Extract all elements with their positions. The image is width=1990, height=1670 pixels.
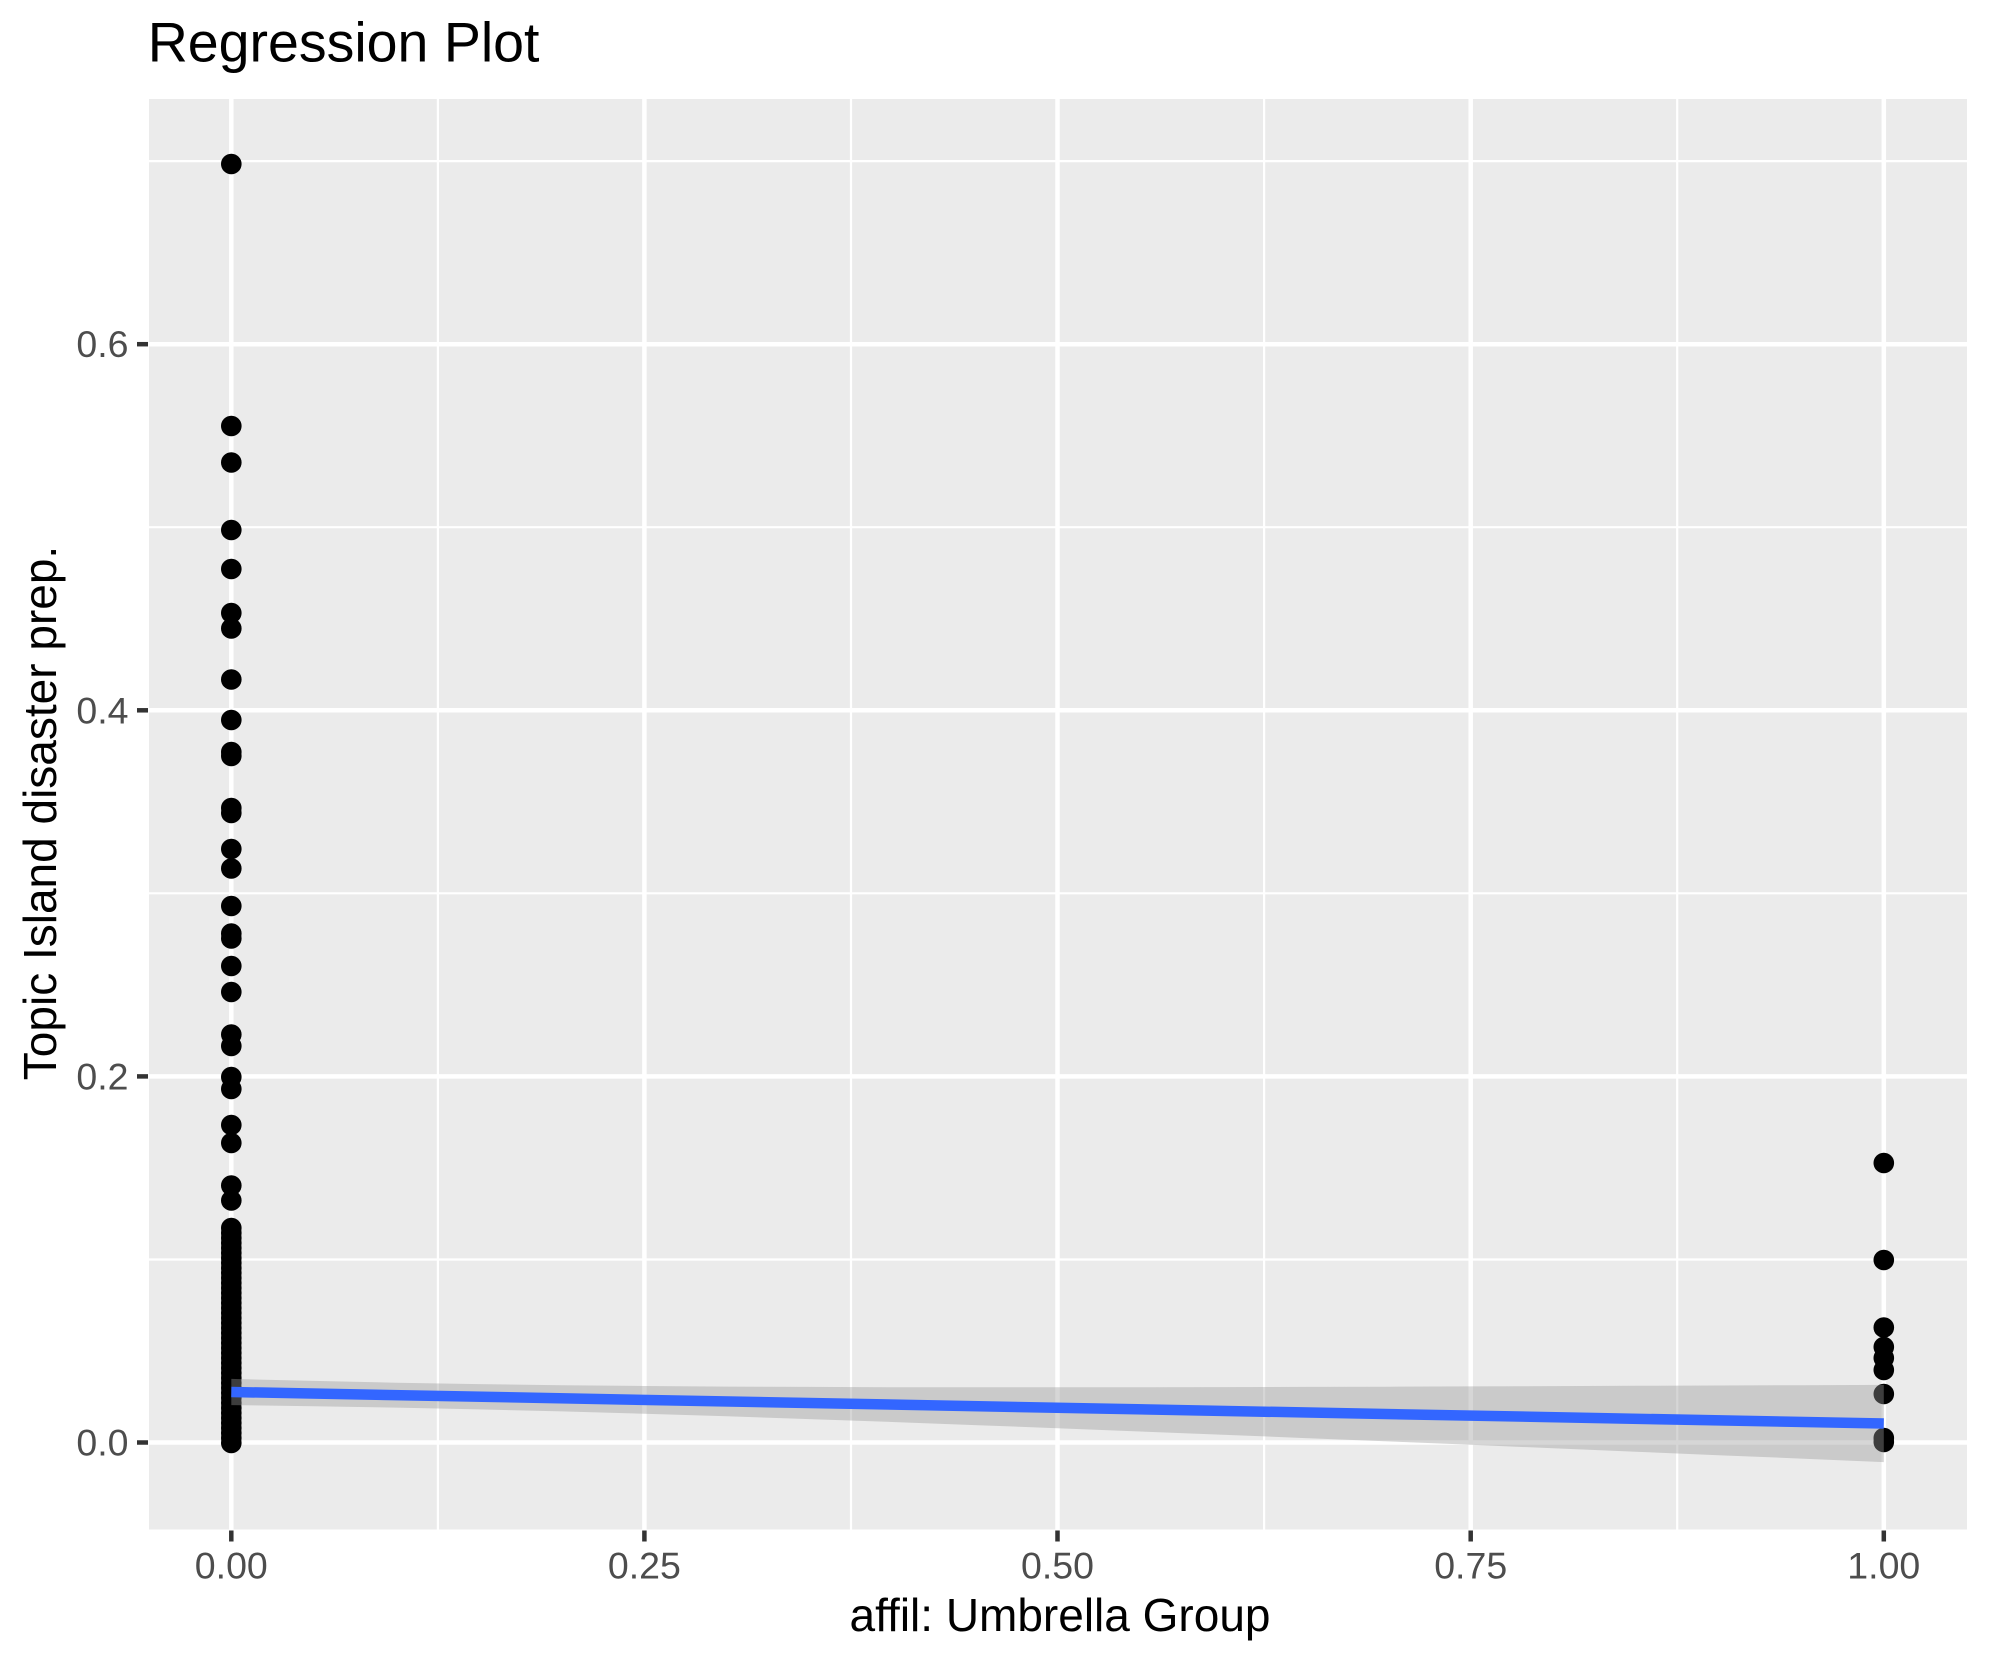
svg-text:1.00: 1.00	[1847, 1545, 1920, 1587]
svg-text:0.2: 0.2	[76, 1055, 128, 1097]
svg-text:Topic Island disaster prep.: Topic Island disaster prep.	[14, 546, 66, 1080]
svg-text:0.6: 0.6	[76, 323, 128, 365]
svg-text:0.75: 0.75	[1434, 1545, 1507, 1587]
svg-text:0.00: 0.00	[195, 1545, 268, 1587]
svg-text:0.50: 0.50	[1021, 1545, 1094, 1587]
svg-text:0.0: 0.0	[76, 1422, 128, 1464]
svg-text:0.4: 0.4	[76, 689, 128, 731]
svg-text:Regression Plot: Regression Plot	[148, 12, 540, 74]
svg-text:0.25: 0.25	[608, 1545, 681, 1587]
svg-text:affil: Umbrella Group: affil: Umbrella Group	[850, 1589, 1271, 1641]
